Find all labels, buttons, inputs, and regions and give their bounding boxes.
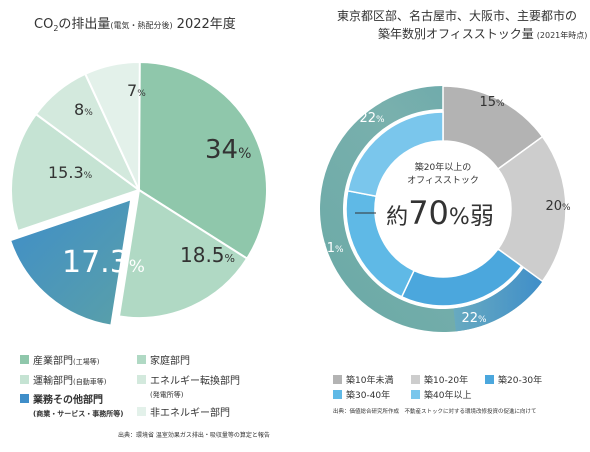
center-label-value: 約70%弱 xyxy=(386,194,494,232)
legend-label-transport: 運輸部門(自動車等) xyxy=(33,374,107,387)
legend-label-40plus: 築40年以上 xyxy=(424,389,471,401)
legend-label-business: 業務その他部門 xyxy=(32,393,103,406)
legend-swatch-20-30 xyxy=(485,375,494,384)
legend-swatch-under10 xyxy=(333,375,342,384)
pie-slice-household xyxy=(117,188,249,319)
legend-label-10-20: 築10-20年 xyxy=(424,374,468,386)
pie-label-household: 18.5% xyxy=(180,243,235,267)
legend-swatch-30-40 xyxy=(333,390,342,399)
legend-swatch-transport xyxy=(20,375,29,384)
legend-label-20-30: 築20-30年 xyxy=(498,374,542,386)
pie-label-energy-conversion: 8% xyxy=(74,100,93,119)
legend-label-30-40: 築30-40年 xyxy=(346,389,390,401)
legend-swatch-40plus xyxy=(411,390,420,399)
right-chart-title-line1: 東京都区部、名古屋市、大阪市、主要都市の xyxy=(337,8,577,23)
donut-label-under10: 15% xyxy=(479,95,505,110)
legend-label-under10: 築10年未満 xyxy=(346,374,393,386)
right-legend: 築10年未満 築10-20年 築20-30年 築30-40年 築40年以上 xyxy=(333,374,542,401)
pie-slice-non-energy xyxy=(83,60,141,191)
donut-center-disc xyxy=(376,142,510,276)
legend-swatch-energy-conversion xyxy=(137,375,146,384)
left-chart-title: CO2の排出量(電気・熱配分後) 2022年度 xyxy=(34,16,236,33)
pie-slice-business xyxy=(8,197,133,327)
donut-label-30-40: 21% xyxy=(318,241,344,256)
legend-swatch-non-energy xyxy=(137,407,146,416)
donut-slice-40plus xyxy=(346,111,444,198)
donut-slice-10-20 xyxy=(496,135,567,283)
left-legend: 産業部門(工場等) 家庭部門 運輸部門(自動車等) エネルギー転換部門 (発電所… xyxy=(20,354,240,419)
right-source: 出典：価値総合研究所作成 不動産ストックに対する環境改修投資の促進に向けて xyxy=(333,407,537,415)
pie-label-transport: 15.3% xyxy=(48,163,93,182)
legend-label-energy-conversion: エネルギー転換部門 xyxy=(150,374,240,387)
legend-label-non-energy: 非エネルギー部門 xyxy=(150,406,230,419)
donut-label-10-20: 20% xyxy=(545,199,571,214)
legend-swatch-business xyxy=(20,394,29,403)
pie-label-business: 17.3% xyxy=(62,245,145,280)
legend-note-business: (商業・サービス・事務所等) xyxy=(33,409,123,418)
legend-note-energy-conversion: (発電所等) xyxy=(150,390,184,399)
outer-ring-accent xyxy=(453,267,543,332)
legend-label-household: 家庭部門 xyxy=(150,354,190,367)
pie-slice-transport xyxy=(10,112,142,233)
legend-swatch-industry xyxy=(20,355,29,364)
center-label-top2: オフィスストック xyxy=(407,175,479,186)
center-label-top1: 築20年以上の xyxy=(415,161,471,173)
donut-label-20-30: 22% xyxy=(461,311,487,326)
legend-swatch-household xyxy=(137,355,146,364)
legend-swatch-10-20 xyxy=(411,375,420,384)
legend-label-industry: 産業部門(工場等) xyxy=(33,354,100,367)
pie-label-industry: 34% xyxy=(205,135,251,165)
office-stock-donut-chart: 15% 20% 22% 21% 22% xyxy=(318,85,571,332)
donut-label-40plus: 22% xyxy=(359,111,385,126)
right-chart-title-line2: 築年数別オフィスストック量 (2021年時点) xyxy=(378,26,587,41)
co2-pie-chart: 34% 18.5% 17.3% 15.3% 8% 7% xyxy=(8,60,268,327)
pie-label-non-energy: 7% xyxy=(127,81,146,100)
left-source: 出典：環境省 温室効果ガス排出・吸収量等の算定と報告 xyxy=(118,431,270,439)
